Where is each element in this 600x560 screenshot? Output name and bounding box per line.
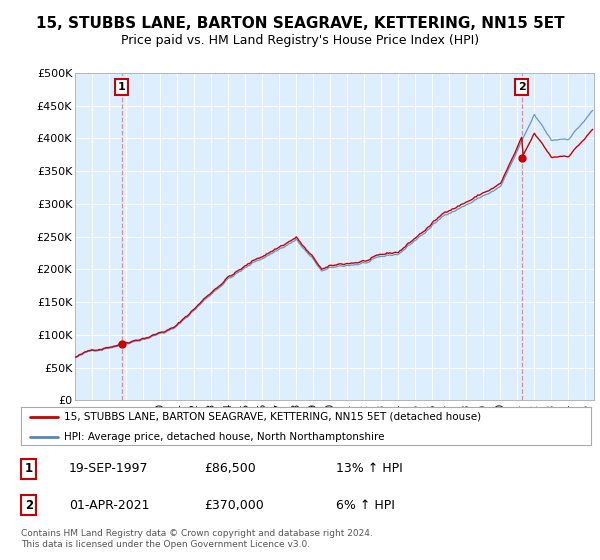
Text: 1: 1 <box>118 82 125 92</box>
Text: 15, STUBBS LANE, BARTON SEAGRAVE, KETTERING, NN15 5ET (detached house): 15, STUBBS LANE, BARTON SEAGRAVE, KETTER… <box>64 412 481 422</box>
Text: 15, STUBBS LANE, BARTON SEAGRAVE, KETTERING, NN15 5ET: 15, STUBBS LANE, BARTON SEAGRAVE, KETTER… <box>35 16 565 31</box>
Text: Price paid vs. HM Land Registry's House Price Index (HPI): Price paid vs. HM Land Registry's House … <box>121 34 479 46</box>
Text: 2: 2 <box>25 498 33 512</box>
Text: 1: 1 <box>25 462 33 475</box>
Text: HPI: Average price, detached house, North Northamptonshire: HPI: Average price, detached house, Nort… <box>64 432 384 442</box>
Text: 2: 2 <box>518 82 526 92</box>
Text: 13% ↑ HPI: 13% ↑ HPI <box>336 462 403 475</box>
Text: £86,500: £86,500 <box>204 462 256 475</box>
Text: 19-SEP-1997: 19-SEP-1997 <box>69 462 149 475</box>
Text: 6% ↑ HPI: 6% ↑ HPI <box>336 498 395 512</box>
Text: Contains HM Land Registry data © Crown copyright and database right 2024.
This d: Contains HM Land Registry data © Crown c… <box>21 529 373 549</box>
Text: £370,000: £370,000 <box>204 498 264 512</box>
Text: 01-APR-2021: 01-APR-2021 <box>69 498 149 512</box>
